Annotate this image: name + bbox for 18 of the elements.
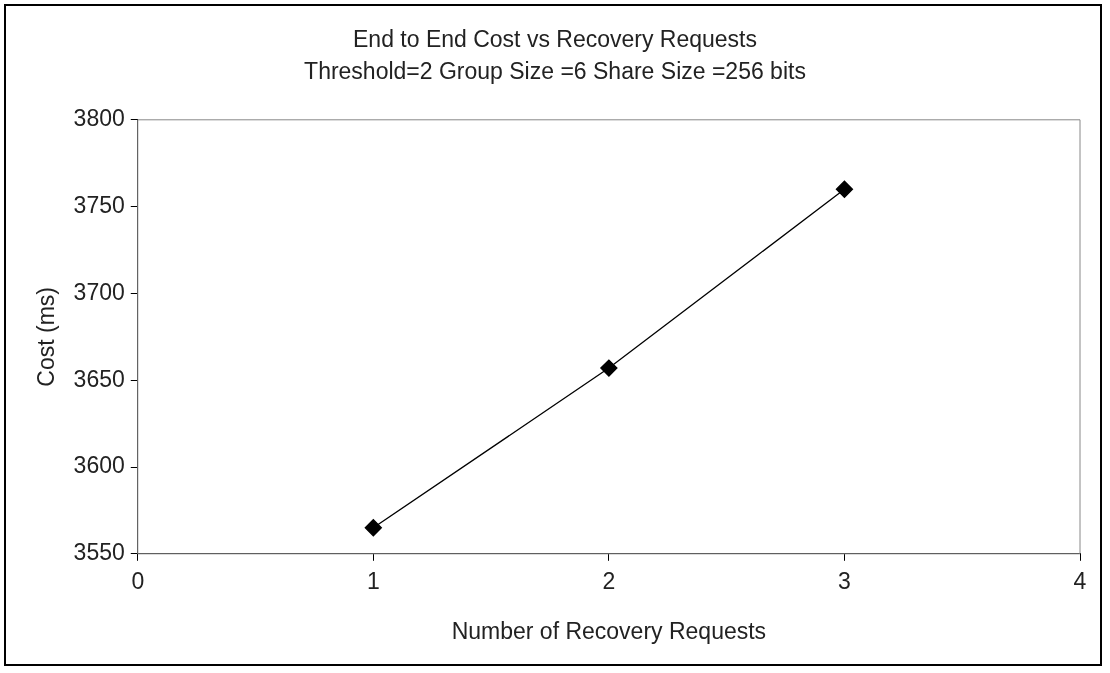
x-tick-label: 0	[131, 567, 145, 594]
y-tick-label: 3700	[73, 278, 125, 305]
point	[600, 359, 618, 377]
point	[835, 180, 854, 198]
x-tick-label: 2	[602, 567, 616, 594]
x-tick-label: 4	[1073, 567, 1087, 594]
x-tick-label: 1	[366, 567, 380, 594]
y-tick-label: 3650	[73, 365, 125, 392]
x-tick-label: 3	[838, 567, 851, 594]
chart-title: End to End Cost vs Recovery Requests	[352, 26, 758, 53]
y-tick-label: 3550	[73, 539, 125, 566]
y-axis-title: Cost (ms)	[33, 286, 60, 387]
y-tick-label: 3750	[73, 191, 125, 218]
x-axis-title: Number of Recovery Requests	[451, 617, 767, 644]
point	[364, 519, 382, 537]
y-tick-label: 3800	[73, 105, 125, 132]
y-tick-label: 3600	[73, 452, 125, 479]
chart-subtitle: Threshold=2 Group Size =6 Share Size =256 bits	[303, 58, 807, 85]
